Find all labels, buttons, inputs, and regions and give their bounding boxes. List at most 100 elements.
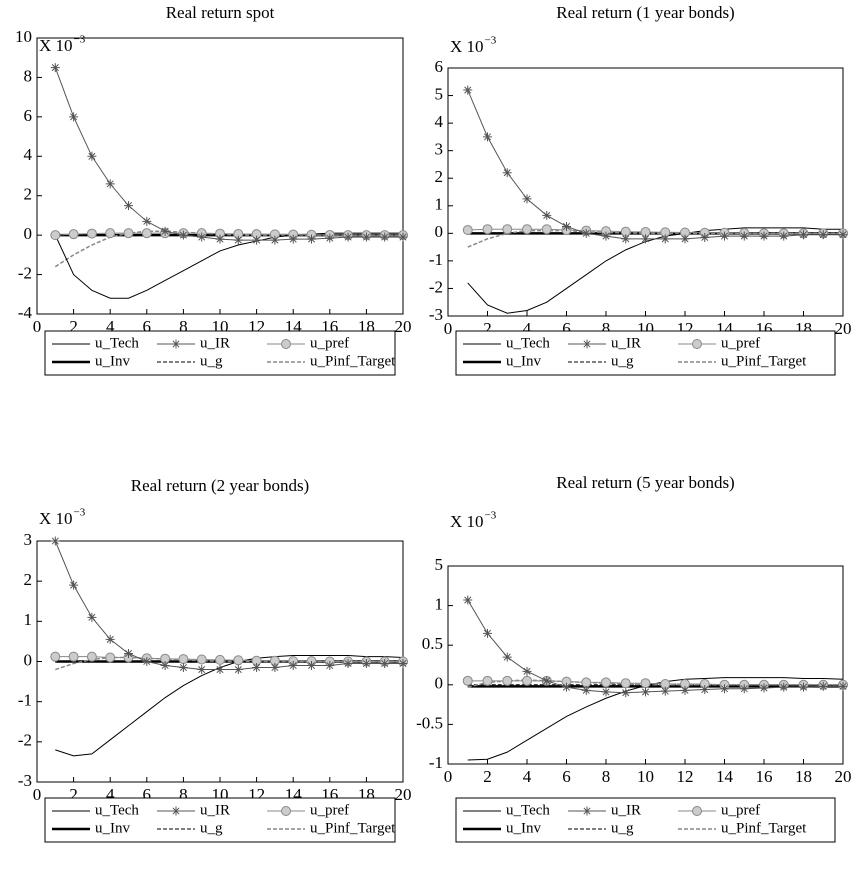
circle-marker [86, 228, 97, 239]
x-tick-label: 4 [523, 767, 532, 786]
circle-marker [462, 675, 473, 686]
star-marker [270, 235, 280, 245]
star-marker [641, 687, 650, 697]
star-marker [307, 661, 316, 671]
y-tick-label: 0 [435, 674, 444, 693]
x-tick-label: 0 [444, 767, 453, 786]
legend-label: u_Pinf_Target [721, 820, 807, 836]
star-marker [197, 665, 207, 675]
y-tick-label: 0.5 [422, 634, 443, 653]
circle-marker [215, 654, 225, 665]
x-tick-label: 4 [106, 785, 115, 804]
legend-label: u_pref [310, 802, 349, 818]
star-marker [502, 652, 512, 662]
star-marker [380, 659, 390, 669]
y-multiplier-exponent: −3 [485, 510, 497, 522]
y-tick-label: 0 [24, 650, 33, 669]
x-tick-label: 6 [562, 767, 571, 786]
y-tick-label: 1 [435, 595, 444, 614]
y-tick-label: 6 [435, 57, 444, 76]
circle-marker [581, 677, 592, 688]
circle-marker [482, 675, 493, 686]
star-marker [799, 682, 808, 692]
legend-label: u_Tech [506, 335, 550, 351]
y-tick-label: 2 [435, 167, 444, 186]
star-marker [398, 659, 408, 669]
x-tick-label: 20 [835, 319, 852, 338]
y-tick-label: -0.5 [416, 713, 443, 732]
x-tick-label: 6 [562, 319, 571, 338]
x-tick-label: 8 [602, 319, 611, 338]
y-multiplier: X 10 [39, 36, 73, 55]
star-marker [288, 661, 298, 671]
star-marker [307, 234, 316, 244]
y-tick-label: 10 [15, 27, 32, 46]
series-line [54, 540, 403, 671]
circle-marker [601, 677, 611, 688]
star-marker [581, 685, 591, 695]
star-marker [739, 231, 749, 241]
circle-marker [522, 224, 532, 235]
plot-frame [447, 565, 844, 765]
star-marker [178, 230, 188, 240]
star-marker [160, 226, 170, 236]
circle-marker [68, 229, 79, 240]
legend-label: u_g [200, 820, 223, 836]
star-marker [522, 194, 532, 204]
star-marker [124, 648, 133, 658]
x-tick-label: 12 [677, 767, 694, 786]
legend-label: u_IR [611, 802, 641, 818]
chart-title: Real return (2 year bonds) [131, 476, 309, 495]
circle-marker [105, 652, 116, 663]
star-marker [105, 634, 115, 644]
legend-label: u_Inv [506, 820, 541, 836]
circle-marker [502, 675, 513, 686]
star-marker [233, 665, 243, 675]
legend-label: u_g [611, 353, 634, 369]
circle-marker [502, 224, 513, 235]
y-multiplier-exponent: −3 [74, 507, 86, 519]
circle-marker [50, 651, 61, 662]
legend-marker [281, 806, 291, 816]
star-marker [483, 132, 492, 142]
star-marker [398, 232, 408, 242]
star-marker [50, 63, 60, 73]
x-tick-label: 20 [395, 785, 412, 804]
star-marker [215, 665, 225, 675]
star-marker [380, 232, 390, 242]
x-tick-label: 8 [179, 317, 188, 336]
legend-label: u_Pinf_Target [310, 820, 396, 836]
legend-marker [281, 339, 291, 349]
legend-label: u_g [611, 820, 634, 836]
series-line [467, 227, 843, 314]
star-marker [542, 676, 552, 686]
legend-label: u_pref [721, 335, 760, 351]
y-tick-label: 0 [24, 224, 33, 243]
circle-marker [50, 230, 61, 241]
series-line [54, 67, 403, 241]
star-marker [325, 233, 335, 243]
circle-marker [640, 678, 651, 689]
star-marker [601, 687, 611, 697]
x-tick-label: 10 [637, 767, 654, 786]
star-marker [105, 179, 115, 189]
legend-label: u_Tech [95, 335, 139, 351]
legend-label: u_Tech [506, 802, 550, 818]
x-tick-label: 20 [835, 767, 852, 786]
star-marker [660, 234, 670, 244]
star-marker [69, 112, 79, 122]
star-marker [69, 580, 79, 590]
circle-marker [233, 655, 244, 666]
y-tick-label: -2 [18, 263, 32, 282]
legend-marker [692, 806, 702, 816]
y-tick-label: 5 [435, 84, 444, 103]
star-marker [361, 659, 371, 669]
star-marker [759, 683, 769, 693]
legend-box [44, 330, 396, 376]
plot-frame [36, 37, 404, 315]
star-marker [542, 210, 552, 220]
chart-title: Real return spot [166, 3, 275, 22]
y-tick-label: 5 [435, 555, 444, 574]
x-tick-label: 2 [69, 785, 78, 804]
star-marker [799, 230, 808, 240]
